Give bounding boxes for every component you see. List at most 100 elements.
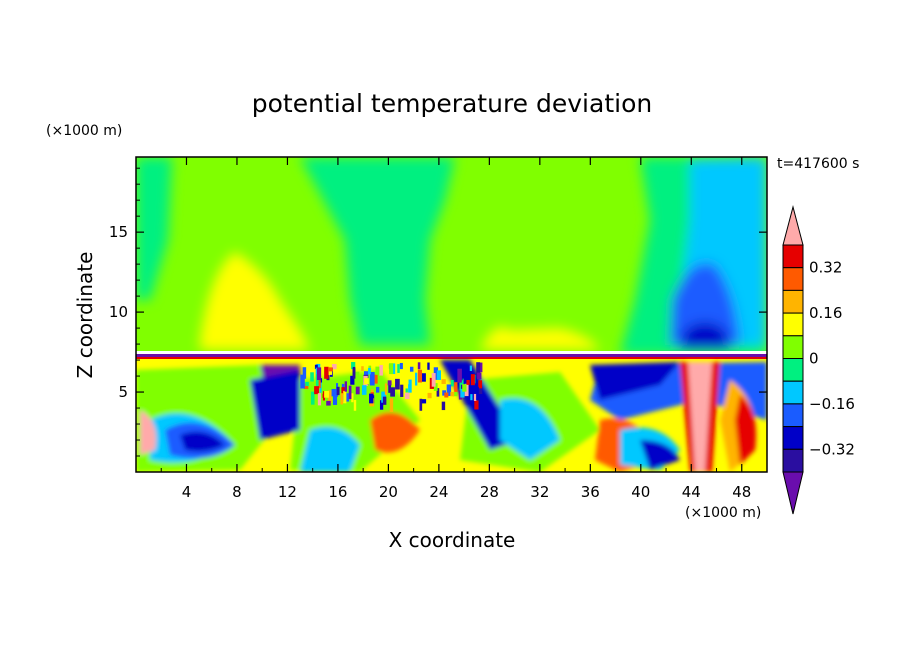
turbulence-cell [479,362,483,373]
turbulence-cell [364,378,369,385]
turbulence-cell [466,379,470,385]
turbulence-cell [388,384,392,393]
turbulence-cell [433,383,438,391]
y-tick-label: 15 [109,223,128,241]
turbulence-cell [382,396,387,405]
turbulence-cell [450,380,454,387]
turbulence-cell [369,393,374,404]
turbulence-cell [427,362,430,370]
lower-navy-2 [250,370,300,440]
turbulence-cell [397,364,400,373]
lower-navy-4 [590,362,680,400]
turbulence-cell [452,392,458,397]
turbulence-cell [390,387,395,397]
inversion-band-red [136,357,767,359]
inversion-band-white [136,351,767,354]
turbulence-cell [470,374,475,386]
colorbar-label: −0.32 [809,440,855,458]
x-axis-label: X coordinate [389,528,516,552]
lower-cyan-3 [500,398,560,460]
turbulence-cell [316,367,322,381]
turbulence-cell [324,366,329,379]
turbulence-cell [460,388,465,398]
turbulence-cell [431,373,436,387]
turbulence-cell [436,388,440,397]
turbulence-cell [465,368,470,377]
x-tick-label: 28 [480,483,499,501]
lower-pink-1 [140,410,156,455]
turbulence-cell [351,362,356,370]
turbulent-streaks [300,362,483,412]
turbulence-cell [314,386,319,395]
inversion-band-purple [136,354,767,357]
lower-red-1 [370,412,420,453]
y-axis: 5 10 15 [109,167,767,457]
turbulence-cell [352,368,356,379]
turbulence-cell [441,401,446,411]
turbulence-cell [406,375,409,385]
colorbar-box [782,289,804,314]
turbulence-cell [317,393,322,406]
turbulence-cell [457,368,462,383]
lower-cyan-2 [300,427,360,472]
turbulence-cell [361,385,367,395]
turbulence-cell [355,371,360,378]
turbulence-cell [328,367,333,372]
turbulence-cell [355,386,360,395]
turbulence-cell [331,364,337,370]
turbulence-cell [399,362,403,370]
y-axis-label: Z coordinate [73,252,97,379]
turbulence-cell [459,378,464,391]
colorbar-top-arrow [782,205,804,246]
colorbar: 0.32 0.16 0 −0.16 −0.32 [782,205,855,515]
turbulence-cell [442,390,446,396]
x-tick-label: 8 [232,483,242,501]
turbulence-cell [417,369,423,383]
turbulence-cell [469,365,473,372]
turbulence-cell [310,391,315,405]
x-tick-label: 48 [732,483,751,501]
colorbar-label: 0.32 [809,259,842,277]
turbulence-cell [361,366,364,371]
colorbar-box [782,244,804,269]
turbulence-cell [409,366,414,372]
turbulence-cell [421,399,427,404]
turbulence-cell [340,393,344,405]
time-label: t=417600 s [777,156,859,172]
turbulence-cell [473,393,477,401]
turbulence-cell [315,374,320,388]
turbulence-cell [343,390,347,404]
turbulence-cell [389,398,394,412]
turbulence-cell [350,375,355,385]
turbulence-cell [318,380,321,389]
turbulence-cell [389,363,394,375]
turbulence-cell [322,391,325,401]
turbulence-cell [369,371,375,386]
turbulence-cell [395,378,400,390]
turbulence-cell [302,367,307,379]
colorbar-bottom-arrow [782,471,804,515]
turbulence-cell [348,385,352,400]
colorbar-label: −0.16 [809,395,855,413]
turbulence-cell [470,394,473,401]
turbulence-cell [476,362,481,376]
x-tick-label: 44 [682,483,701,501]
contour-field [136,157,767,472]
lower-navy-1 [180,431,225,452]
turbulence-cell [446,384,452,396]
colorbar-box [782,267,804,291]
turbulence-cell [351,393,354,403]
turbulence-cell [464,383,469,397]
turbulence-cell [478,388,483,395]
turbulence-cell [417,362,421,370]
turbulence-cell [368,367,371,375]
turbulence-cell [303,383,309,389]
turbulence-cell [345,378,349,383]
lower-navy-5 [640,440,680,470]
x-tick-label: 12 [278,483,297,501]
turbulence-cell [375,366,380,375]
turbulence-cell [375,386,380,393]
turbulence-cell [379,400,384,410]
turbulence-cell [420,373,426,382]
turbulence-cell [427,400,431,408]
